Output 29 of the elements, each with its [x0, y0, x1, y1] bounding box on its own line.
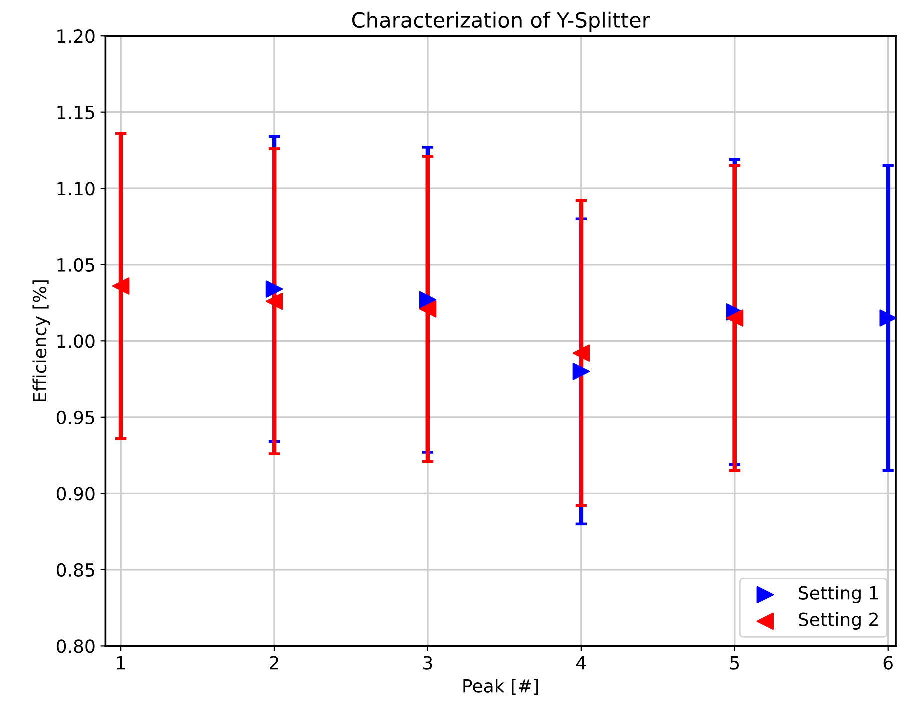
y-tick-label: 0.85 — [56, 563, 94, 578]
x-tick-label: 6 — [884, 656, 893, 670]
y-tick-label: 1.20 — [58, 30, 95, 44]
y-tick-label: 1.05 — [58, 258, 94, 272]
x-tick-label: 5 — [730, 656, 740, 670]
point — [880, 310, 896, 327]
y-tick-label: 0.95 — [56, 410, 94, 425]
x-tick-label: 1 — [117, 656, 126, 670]
x-tick-label: 4 — [576, 656, 586, 670]
y-tick-label: 1.00 — [58, 334, 95, 348]
legend-label: Setting 1 — [799, 586, 878, 604]
chart-title: Characterization of Y-Splitter — [352, 12, 650, 32]
point — [572, 363, 590, 380]
point — [419, 291, 437, 309]
point — [112, 278, 130, 295]
y-tick-label: 0.80 — [56, 640, 95, 654]
legend-label: Setting 2 — [799, 612, 878, 630]
y-tick-label: 1.10 — [58, 182, 95, 196]
y-axis-title: Efficiency [%] — [32, 280, 50, 402]
x-axis-title: Peak [#] — [464, 678, 538, 696]
point — [266, 292, 284, 310]
point — [572, 344, 590, 362]
point — [726, 310, 744, 327]
point — [419, 300, 437, 318]
point — [266, 280, 284, 298]
y-tick-label: 1.15 — [58, 106, 94, 120]
y-tick-label: 0.90 — [56, 487, 95, 501]
x-tick-label: 3 — [424, 656, 432, 670]
x-tick-label: 2 — [270, 656, 278, 670]
